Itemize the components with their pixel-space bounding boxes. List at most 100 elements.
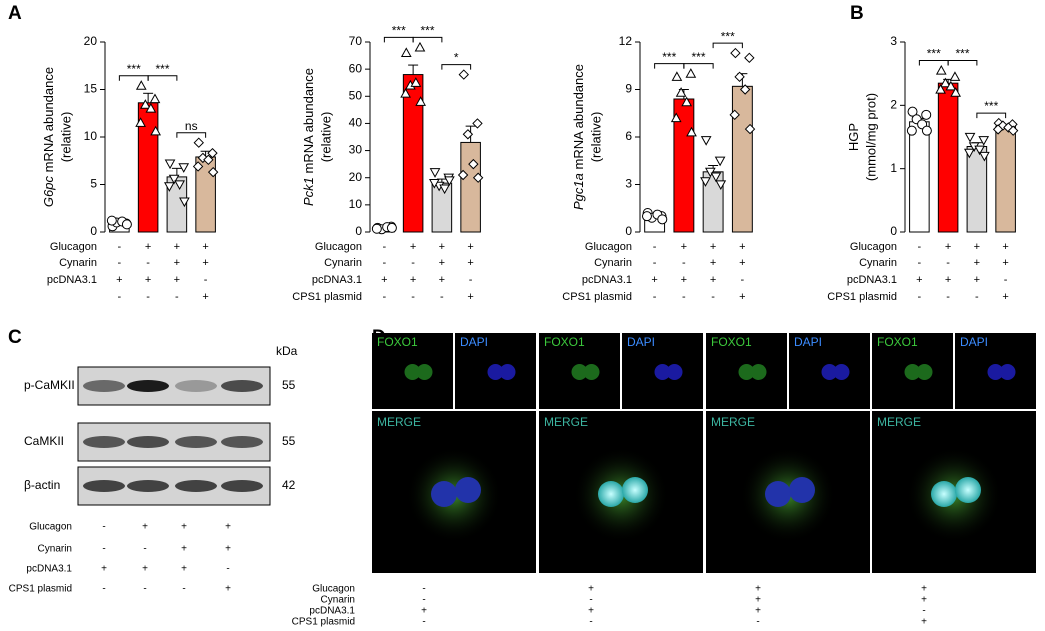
condition-sign: -: [440, 291, 444, 303]
condition-sign: +: [974, 257, 980, 269]
condition-sign: -: [411, 257, 415, 269]
y-tick-label: 6: [625, 129, 632, 143]
significance-bracket: [176, 132, 207, 138]
blot-band: [221, 480, 263, 492]
condition-sign: -: [741, 274, 745, 286]
data-point: [207, 166, 219, 178]
condition-label: pcDNA3.1: [47, 274, 97, 286]
y-tick-label: 30: [349, 143, 363, 157]
condition-sign: +: [142, 564, 148, 575]
blot-band: [175, 480, 217, 492]
data-point: [921, 125, 932, 136]
y-tick-label: 70: [349, 34, 363, 48]
bar: [431, 182, 453, 233]
data-point: [386, 222, 397, 233]
condition-sign: +: [181, 564, 187, 575]
y-tick-label: 0: [890, 224, 897, 238]
condition-sign: +: [916, 274, 922, 286]
data-point: [414, 41, 426, 52]
data-point: [106, 215, 117, 226]
data-point: [992, 124, 1004, 135]
data-point: [700, 136, 712, 146]
significance-bracket: [918, 60, 949, 66]
condition-label: Cynarin: [859, 257, 897, 269]
blot-band: [221, 436, 263, 448]
data-point: [685, 68, 697, 78]
significance-label: ***: [984, 99, 998, 113]
y-axis-label: (relative): [58, 112, 73, 163]
nucleus: [931, 481, 957, 507]
condition-sign: +: [755, 595, 761, 606]
condition-sign: +: [101, 564, 107, 575]
significance-bracket: [412, 36, 443, 43]
data-point: [428, 179, 440, 189]
condition-sign: -: [383, 241, 387, 253]
nucleus: [789, 477, 815, 503]
data-point: [207, 147, 218, 159]
blot-row-label: p-CaMKII: [24, 378, 75, 392]
condition-sign: +: [467, 257, 473, 269]
significance-label: ***: [155, 62, 169, 76]
condition-sign: -: [102, 522, 105, 533]
condition-sign: +: [945, 274, 951, 286]
y-tick-label: 0: [355, 224, 362, 238]
condition-sign: -: [143, 544, 146, 555]
channel-label: FOXO1: [877, 335, 918, 349]
condition-sign: +: [467, 291, 473, 303]
nucleus: [416, 364, 433, 380]
condition-sign: +: [202, 241, 208, 253]
y-tick-label: 20: [349, 170, 363, 184]
condition-sign: -: [589, 595, 592, 606]
condition-sign: +: [202, 257, 208, 269]
condition-sign: +: [174, 257, 180, 269]
condition-sign: -: [922, 606, 925, 617]
data-point: [429, 168, 441, 178]
condition-sign: +: [225, 584, 231, 595]
channel-label: DAPI: [794, 335, 822, 349]
y-tick-label: 40: [349, 116, 363, 130]
data-point: [163, 182, 175, 192]
data-point: [715, 180, 727, 191]
y-tick-label: 0: [90, 224, 97, 238]
condition-sign: -: [422, 595, 425, 606]
blot-kda: 42: [282, 478, 296, 492]
condition-sign: +: [410, 241, 416, 253]
condition-sign: +: [739, 291, 745, 303]
condition-sign: -: [411, 291, 415, 303]
data-point: [179, 197, 190, 208]
condition-sign: -: [204, 274, 208, 286]
y-tick-label: 5: [90, 177, 97, 191]
blot-kda: 55: [282, 434, 296, 448]
condition-sign: +: [1002, 291, 1008, 303]
data-point: [468, 158, 479, 170]
condition-label: Glucagon: [29, 522, 72, 533]
condition-sign: -: [653, 257, 657, 269]
y-tick-label: 3: [625, 177, 632, 191]
condition-label: Cynarin: [38, 544, 72, 555]
condition-label: CPS1 plasmid: [9, 584, 72, 595]
condition-sign: +: [681, 274, 687, 286]
condition-sign: -: [226, 564, 229, 575]
channel-label: DAPI: [627, 335, 655, 349]
blot-band: [127, 380, 169, 392]
merge-label: MERGE: [711, 415, 755, 429]
y-tick-label: 12: [619, 34, 633, 48]
y-tick-label: 0: [625, 224, 632, 238]
data-point: [415, 96, 427, 106]
condition-sign: -: [1004, 274, 1008, 286]
blot-band: [221, 380, 263, 392]
significance-bracket: [947, 60, 978, 66]
condition-sign: +: [588, 606, 594, 617]
data-point: [135, 80, 147, 90]
blot-row-label: CaMKII: [24, 434, 64, 448]
condition-sign: -: [143, 584, 146, 595]
y-axis-label: (relative): [588, 112, 603, 163]
nucleus: [955, 477, 981, 503]
condition-sign: +: [181, 544, 187, 555]
condition-sign: -: [102, 544, 105, 555]
significance-label: ***: [691, 50, 705, 64]
data-point: [906, 125, 917, 136]
y-axis-label: (relative): [318, 112, 333, 163]
blot-band: [127, 480, 169, 492]
condition-sign: +: [974, 274, 980, 286]
